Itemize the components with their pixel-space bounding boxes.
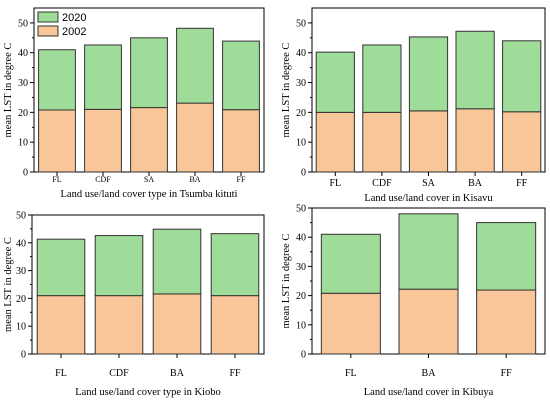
x-tick-label: SA — [144, 175, 154, 184]
bar-2020-fl — [315, 51, 355, 113]
x-tick-label: FF — [229, 368, 241, 379]
y-axis-label: mean LST in degree C — [3, 43, 14, 138]
bar-2020-ba — [152, 228, 202, 295]
bar-2002-fl — [320, 292, 381, 355]
y-tick-label: 0 — [301, 350, 306, 361]
y-tick-label: 0 — [301, 168, 306, 179]
bar-2020-cdf — [94, 235, 144, 297]
bar-2020-ff — [222, 40, 260, 111]
bar-2002-cdf — [94, 295, 144, 355]
x-tick-label: FL — [55, 368, 67, 379]
x-axis-label: Land use/land cover type in Kiobo — [75, 387, 221, 398]
y-axis-label: mean LST in degree C — [3, 237, 14, 332]
chart-panel-4: 0 10 20 30 40 50 FL BA FF Land use/land cover in … — [281, 204, 546, 398]
x-tick-label: BA — [468, 178, 483, 189]
y-tick-label: 50 — [16, 211, 26, 222]
bar-2020-sa — [130, 37, 168, 109]
y-axis-label: mean LST in degree C — [281, 234, 292, 329]
y-tick-label: 30 — [296, 262, 306, 273]
legend-swatch-2020 — [37, 11, 59, 23]
x-tick-label: CDF — [109, 368, 129, 379]
bar-2002-sa — [408, 110, 449, 173]
bar-2020-ba — [455, 30, 495, 110]
bar-2002-sa — [130, 107, 168, 173]
y-tick-label: 30 — [16, 266, 26, 277]
bar-2002-fl — [315, 111, 355, 173]
y-tick-label: 40 — [16, 238, 26, 249]
y-tick-label: 50 — [296, 204, 306, 215]
bar-2020-cdf — [84, 44, 122, 110]
x-tick-label: BA — [422, 368, 437, 379]
bar-2002-fl — [36, 295, 86, 355]
bar-2002-ba — [152, 293, 202, 355]
bar-2002-ff — [222, 109, 260, 173]
y-tick-label: 30 — [18, 78, 28, 89]
bar-2020-ff — [476, 222, 537, 291]
bar-2020-ff — [502, 40, 542, 113]
legend-label-2002: 2002 — [62, 26, 86, 38]
y-tick-label: 50 — [18, 18, 28, 29]
x-tick-label: BA — [189, 175, 200, 184]
y-tick-label: 40 — [296, 48, 306, 59]
y-tick-label: 20 — [16, 294, 26, 305]
bar-2002-ba — [398, 288, 459, 355]
chart-panel-1: 0 10 20 30 40 50 FL CDF SA BA FF Land use/land cove… — [3, 7, 265, 200]
x-tick-label: FL — [345, 368, 357, 379]
bar-2020-ff — [210, 233, 260, 297]
bar-2002-ff — [476, 289, 537, 355]
x-axis-label: Land use/land cover type in Tsumba kitut… — [61, 189, 238, 200]
y-tick-label: 10 — [18, 138, 28, 149]
y-tick-label: 20 — [18, 108, 28, 119]
y-tick-label: 10 — [16, 322, 26, 333]
bar-2002-ff — [210, 295, 260, 355]
y-tick-label: 20 — [296, 291, 306, 302]
bar-2002-fl — [38, 109, 76, 173]
y-tick-label: 40 — [18, 48, 28, 59]
x-tick-label: FF — [501, 368, 513, 379]
chart-panel-2: 0 10 20 30 40 50 FL CDF SA BA FF Land use/land cove… — [281, 7, 546, 204]
bar-2002-ba — [455, 108, 495, 173]
bar-2002-ba — [176, 102, 214, 173]
x-tick-label: FL — [52, 175, 61, 184]
bar-2020-sa — [408, 36, 449, 112]
bar-2020-ba — [398, 213, 459, 290]
y-tick-label: 30 — [296, 78, 306, 89]
bar-2002-cdf — [84, 108, 122, 173]
y-tick-label: 40 — [296, 233, 306, 244]
x-tick-label: BA — [170, 368, 185, 379]
x-tick-label: FL — [329, 178, 341, 189]
x-axis-label: Land use/land cover in Kibuya — [364, 387, 494, 398]
x-tick-label: CDF — [95, 175, 111, 184]
legend-label-2020: 2020 — [62, 12, 86, 24]
x-axis-label: Land use/land cover in Kisavu — [364, 193, 493, 204]
y-tick-label: 0 — [23, 168, 28, 179]
bar-2020-fl — [320, 233, 381, 294]
bar-2020-fl — [38, 49, 76, 111]
bar-2002-cdf — [362, 111, 402, 173]
y-tick-label: 20 — [296, 108, 306, 119]
x-tick-label: CDF — [372, 178, 392, 189]
y-tick-label: 0 — [21, 350, 26, 361]
legend: 2020 2002 — [37, 11, 86, 38]
bar-2020-fl — [36, 238, 86, 297]
y-tick-label: 10 — [296, 320, 306, 331]
y-axis-label: mean LST in degree C — [281, 43, 292, 138]
x-tick-label: FF — [237, 175, 246, 184]
bar-2020-ba — [176, 27, 214, 104]
y-tick-label: 50 — [296, 18, 306, 29]
y-tick-label: 10 — [296, 138, 306, 149]
bar-2002-ff — [502, 111, 542, 173]
chart-panel-3: 0 10 20 30 40 50 FL CDF BA FF Land use/land cover … — [3, 211, 265, 398]
legend-swatch-2002 — [37, 25, 59, 37]
bar-2020-cdf — [362, 44, 402, 113]
x-tick-label: FF — [516, 178, 528, 189]
x-tick-label: SA — [422, 178, 436, 189]
